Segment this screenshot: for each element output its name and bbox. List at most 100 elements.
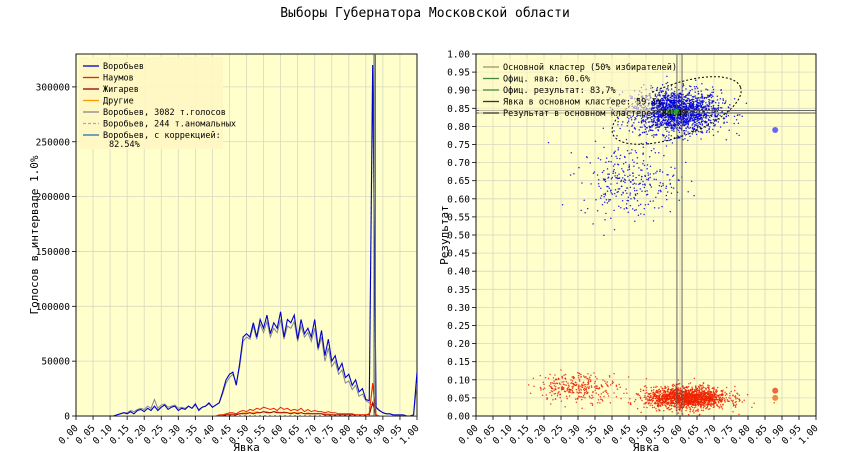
scatter-point — [554, 392, 557, 395]
scatter-point — [590, 385, 593, 387]
series-group — [76, 64, 417, 416]
scatter-point — [711, 108, 713, 110]
scatter-point — [580, 389, 583, 391]
scatter-point — [717, 130, 719, 133]
scatter-point — [625, 203, 628, 205]
scatter-point — [712, 104, 715, 107]
scatter-point — [665, 145, 668, 147]
scatter-point — [673, 130, 675, 133]
scatter-point — [692, 393, 695, 396]
scatter-point — [606, 168, 609, 170]
scatter-point — [613, 228, 616, 231]
scatter-point — [564, 384, 566, 386]
scatter-point — [651, 404, 654, 407]
scatter-point — [604, 178, 606, 180]
scatter-point — [693, 125, 696, 128]
scatter-point — [651, 399, 653, 402]
scatter-point — [704, 121, 707, 123]
y-tick-label: 0.95 — [447, 68, 470, 79]
scatter-point — [691, 390, 694, 393]
scatter-point — [665, 185, 668, 188]
scatter-point — [650, 115, 653, 118]
scatter-point — [709, 126, 711, 128]
scatter-point — [679, 406, 682, 408]
scatter-point — [682, 387, 685, 389]
scatter-point — [700, 385, 702, 387]
scatter-point — [612, 172, 614, 174]
scatter-point — [620, 207, 622, 209]
scatter-point — [561, 376, 564, 378]
scatter-point — [549, 383, 552, 385]
scatter-point — [693, 395, 696, 398]
scatter-point — [721, 102, 724, 104]
scatter-point — [618, 383, 620, 386]
scatter-point — [652, 200, 654, 202]
scatter-point — [697, 90, 700, 93]
scatter-point — [719, 126, 722, 128]
scatter-point — [642, 120, 645, 123]
scatter-point — [701, 95, 703, 97]
scatter-point — [705, 97, 708, 99]
scatter-point — [669, 115, 672, 118]
scatter-point — [590, 402, 592, 405]
scatter-point — [695, 108, 698, 111]
scatter-point — [702, 116, 705, 118]
scatter-point — [653, 107, 655, 109]
scatter-point — [582, 388, 585, 390]
scatter-point — [642, 119, 645, 121]
scatter-point — [653, 101, 656, 104]
scatter-point — [661, 98, 664, 100]
scatter-point — [733, 98, 736, 100]
scatter-point — [591, 394, 593, 396]
scatter-point — [663, 122, 665, 125]
scatter-point — [575, 384, 577, 387]
scatter-point — [626, 192, 628, 194]
scatter-point — [604, 390, 606, 393]
scatter-point — [666, 119, 669, 122]
scatter-point — [578, 372, 580, 374]
scatter-point — [672, 124, 675, 127]
scatter-point — [569, 388, 572, 391]
scatter-point — [682, 400, 684, 402]
scatter-point — [644, 392, 646, 395]
scatter-point — [579, 385, 581, 387]
scatter-point — [709, 393, 712, 396]
scatter-point — [689, 403, 692, 406]
scatter-point — [661, 106, 663, 109]
scatter-point — [700, 392, 702, 394]
scatter-point — [627, 211, 629, 214]
scatter-point — [629, 403, 632, 406]
scatter-point — [720, 406, 722, 408]
scatter-point — [734, 404, 737, 407]
scatter-point — [644, 184, 646, 186]
scatter-point — [648, 125, 650, 127]
scatter-point — [633, 209, 636, 212]
scatter-point — [630, 152, 632, 154]
scatter-point — [665, 194, 668, 197]
scatter-point — [741, 115, 743, 118]
scatter-point — [631, 149, 633, 151]
scatter-point — [698, 114, 701, 117]
scatter-point — [689, 410, 691, 413]
scatter-point — [567, 386, 569, 389]
scatter-point — [663, 106, 666, 108]
scatter-point — [736, 132, 738, 135]
scatter-point — [664, 386, 666, 388]
scatter-point — [606, 185, 608, 188]
scatter-point — [542, 381, 545, 383]
scatter-point — [646, 167, 648, 170]
scatter-point — [585, 383, 587, 386]
scatter-point — [656, 88, 658, 90]
scatter-point — [607, 185, 609, 188]
scatter-point — [692, 122, 694, 125]
scatter-point — [652, 136, 655, 138]
scatter-point — [723, 117, 726, 120]
scatter-point — [628, 164, 630, 166]
scatter-point — [573, 376, 576, 379]
scatter-point — [724, 394, 727, 397]
scatter-point — [587, 381, 590, 384]
scatter-point — [697, 126, 699, 128]
scatter-point — [553, 393, 555, 395]
scatter-point — [688, 395, 690, 398]
scatter-point — [626, 121, 629, 124]
